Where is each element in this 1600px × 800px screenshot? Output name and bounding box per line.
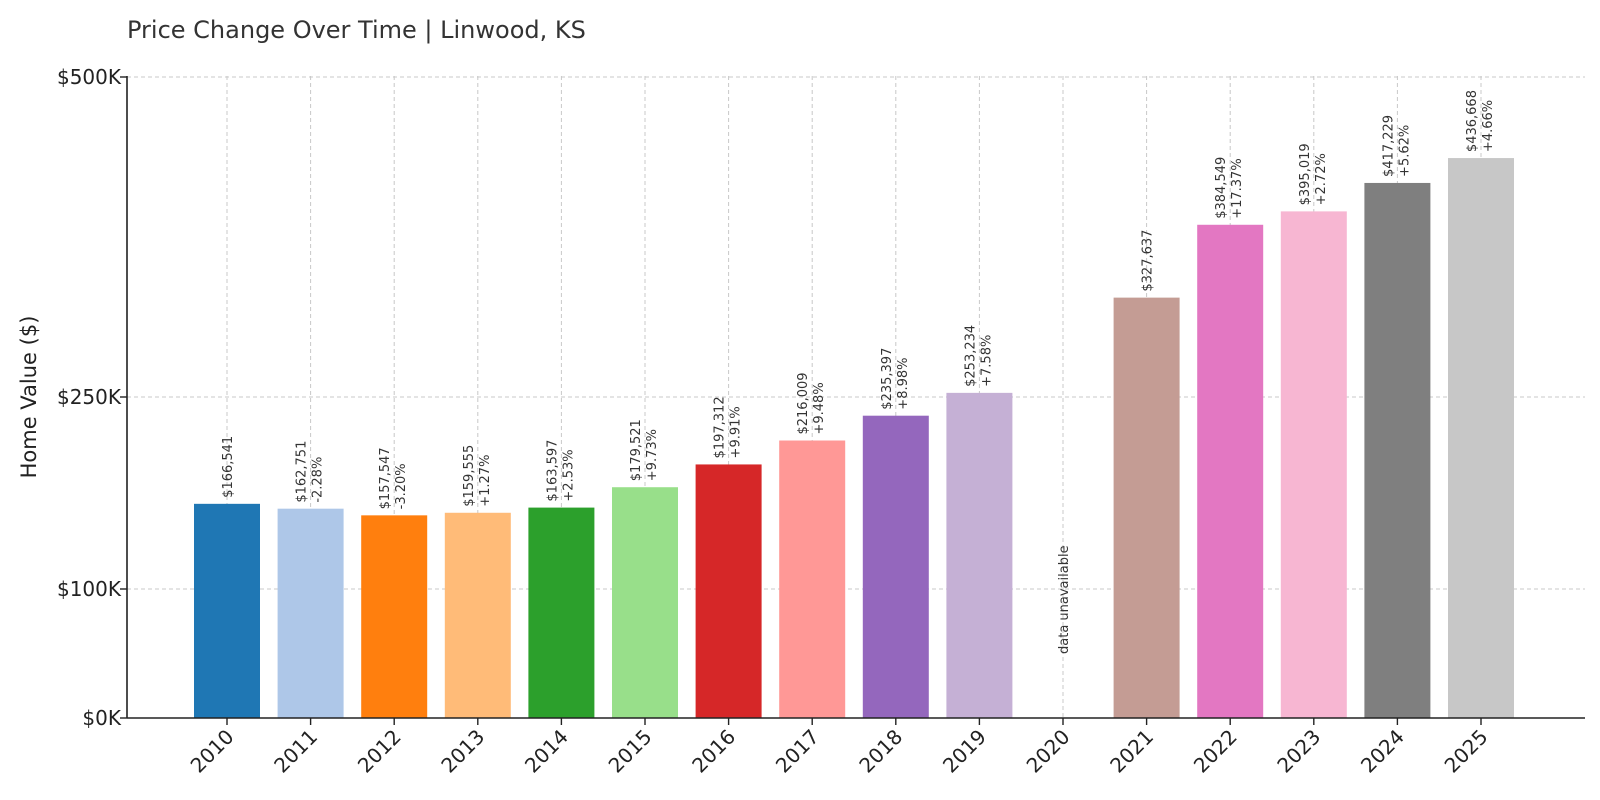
- bar-2019: [946, 392, 1013, 718]
- value-label: $159,555: [462, 445, 477, 507]
- change-label: +2.53%: [561, 449, 576, 501]
- value-label: $166,541: [221, 436, 236, 498]
- change-label: +2.72%: [1314, 153, 1329, 205]
- bar-2012: [361, 515, 428, 718]
- value-label: $327,637: [1141, 230, 1156, 292]
- bar-2018: [862, 415, 929, 718]
- x-tick-label: 2021: [1105, 725, 1158, 778]
- x-tick-label: 2024: [1356, 725, 1409, 778]
- data-labels: $166,541 $162,751 -2.28% $157,547 -3.20% $159…: [221, 90, 1496, 654]
- x-tick-label: 2010: [186, 725, 239, 778]
- missing-data-label: data unavailable: [1057, 545, 1072, 654]
- change-label: +8.98%: [896, 357, 911, 409]
- change-label: +5.62%: [1397, 125, 1412, 177]
- value-label: $417,229: [1381, 115, 1396, 177]
- y-tick-label: $0K: [82, 706, 121, 730]
- y-axis-title: Home Value ($): [17, 316, 41, 479]
- change-label: +7.58%: [979, 335, 994, 387]
- bar-2024: [1364, 182, 1431, 718]
- value-label: $436,668: [1465, 90, 1480, 152]
- change-label: +9.91%: [729, 406, 744, 458]
- y-tick-label: $500K: [57, 65, 122, 89]
- bar-2010: [194, 503, 260, 718]
- y-tick-label: $250K: [57, 385, 122, 409]
- bar-2011: [277, 508, 344, 718]
- x-tick-label: 2011: [269, 725, 322, 778]
- value-label: $384,549: [1214, 157, 1229, 219]
- chart-title: Price Change Over Time | Linwood, KS: [127, 16, 586, 44]
- change-label: +9.73%: [645, 429, 660, 481]
- bars: [194, 158, 1514, 719]
- bar-2023: [1280, 211, 1347, 719]
- value-label: $197,312: [713, 396, 728, 458]
- x-tick-label: 2013: [436, 725, 489, 778]
- x-tick-label: 2015: [604, 725, 657, 778]
- change-label: +1.27%: [478, 455, 493, 507]
- value-label: $235,397: [880, 348, 895, 410]
- value-label: $216,009: [796, 372, 811, 434]
- change-label: -3.20%: [394, 463, 409, 509]
- value-label: $179,521: [629, 419, 644, 481]
- bar-2017: [779, 440, 846, 718]
- bar-2021: [1113, 297, 1180, 718]
- value-label: $163,597: [545, 440, 560, 502]
- bar-2015: [612, 487, 678, 718]
- value-label: $162,751: [295, 441, 310, 503]
- x-tick-label: 2018: [854, 725, 907, 778]
- bar-2014: [528, 507, 595, 718]
- change-label: +4.66%: [1481, 100, 1496, 152]
- value-label: $157,547: [378, 447, 393, 509]
- change-label: +9.48%: [812, 382, 827, 434]
- bar-2022: [1197, 224, 1264, 718]
- x-tick-label: 2020: [1022, 725, 1075, 778]
- x-tick-label: 2017: [771, 725, 824, 778]
- x-tick-label: 2025: [1440, 725, 1493, 778]
- y-tick-label: $100K: [57, 577, 122, 601]
- bar-2025: [1448, 158, 1514, 719]
- x-tick-label: 2022: [1189, 725, 1242, 778]
- tick-labels: $0K $100K $250K $500K 2010 2011 2012 2013 2014 20…: [57, 65, 1493, 778]
- x-tick-label: 2014: [520, 725, 573, 778]
- x-tick-label: 2019: [938, 725, 991, 778]
- x-tick-label: 2012: [353, 725, 406, 778]
- x-tick-label: 2023: [1272, 725, 1325, 778]
- change-label: -2.28%: [311, 457, 326, 503]
- bar-2016: [695, 464, 762, 718]
- x-tick-label: 2016: [687, 725, 740, 778]
- value-label: $395,019: [1298, 143, 1313, 205]
- bar-2013: [444, 512, 511, 718]
- value-label: $253,234: [963, 325, 978, 387]
- change-label: +17.37%: [1230, 158, 1245, 218]
